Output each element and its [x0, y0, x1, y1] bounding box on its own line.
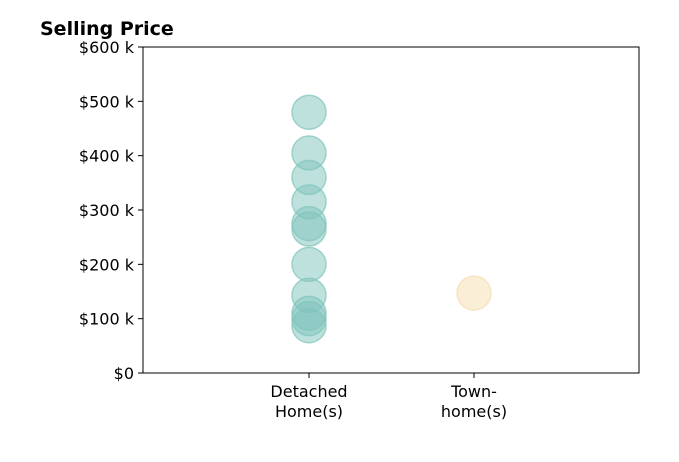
data-point [291, 307, 327, 344]
data-point [291, 246, 327, 283]
x-tick-label: Detached [270, 382, 347, 401]
y-tick-label: $200 k [79, 255, 135, 274]
plot-frame [142, 46, 640, 374]
y-tick-label: $600 k [79, 38, 135, 57]
y-tick-label: $300 k [79, 201, 135, 220]
y-tick-label: $400 k [79, 147, 135, 166]
y-tick-label: $0 [114, 364, 134, 383]
y-axis: $0 $100 k $200 k $300 k $400 k $500 k $600 k [79, 38, 143, 383]
data-point [291, 211, 327, 247]
x-tick-label: Home(s) [275, 402, 343, 421]
y-tick-label: $500 k [79, 92, 135, 111]
y-tick-label: $100 k [79, 310, 135, 329]
data-point [291, 94, 327, 130]
data-point [456, 275, 492, 311]
chart-title: Selling Price [40, 18, 174, 40]
x-tick-label: Town- [450, 382, 497, 401]
x-tick-label: home(s) [441, 402, 507, 421]
scatter-marks [291, 94, 492, 344]
